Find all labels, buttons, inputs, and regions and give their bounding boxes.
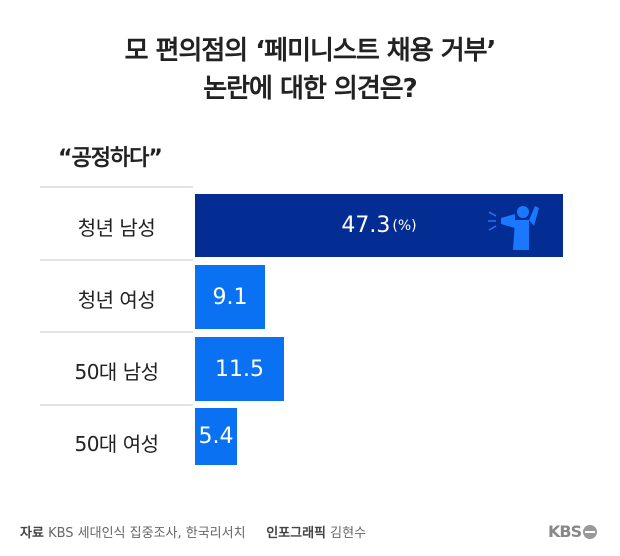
row-divider — [40, 186, 193, 188]
bar-50s-women: 5.4 — [195, 408, 237, 465]
bar-value: 9.1 — [212, 284, 248, 310]
row-divider — [40, 331, 193, 333]
bar-50s-men: 11.5 — [195, 337, 284, 401]
credit-text: 김현수 — [330, 526, 367, 541]
footer-credits: 자료 KBS 세대인식 집중조사, 한국리서치 인포그래픽 김현수 — [20, 522, 366, 541]
source-label: 자료 — [20, 526, 44, 541]
source-text: KBS 세대인식 집중조사, 한국리서치 — [48, 526, 246, 541]
credit-label: 인포그래픽 — [266, 526, 327, 541]
row-label-young-men: 청년 남성 — [77, 216, 156, 240]
bar-value: 47.3 — [341, 213, 391, 238]
bar-value: 11.5 — [215, 356, 264, 382]
person-megaphone-icon — [488, 206, 539, 250]
chart-subtitle: “공정하다” — [58, 146, 163, 171]
title-line-2: 논란에 대한 의견은? — [203, 74, 418, 104]
bar-young-women: 9.1 — [195, 265, 265, 329]
bar-unit: (%) — [392, 217, 417, 234]
row-divider — [40, 259, 193, 261]
row-label-young-women: 청년 여성 — [77, 288, 156, 312]
kbs-logo: KBS — [548, 522, 598, 541]
chart-title: 모 편의점의 ‘페미니스트 채용 거부’ 논란에 대한 의견은? — [0, 32, 620, 108]
row-label-50s-men: 50대 남성 — [74, 360, 159, 384]
logo-text: KBS — [548, 522, 582, 541]
bar-value: 5.4 — [198, 424, 234, 449]
row-label-50s-women: 50대 여성 — [74, 432, 159, 456]
bar-young-men: 47.3 (%) — [195, 194, 563, 257]
title-line-1: 모 편의점의 ‘페미니스트 채용 거부’ — [124, 36, 497, 66]
kbs-logo-icon — [583, 524, 598, 539]
row-divider — [40, 404, 193, 406]
